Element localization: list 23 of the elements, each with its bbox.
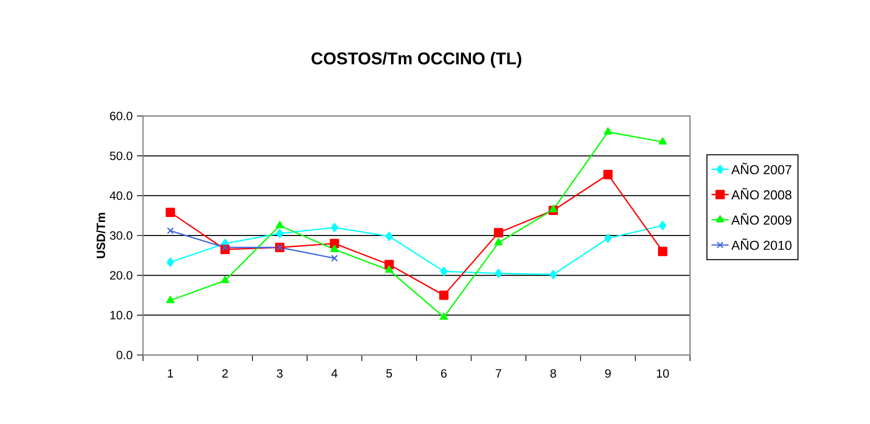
y-tick-label: 0.0 — [116, 350, 132, 360]
legend-label: AÑO 2007 — [731, 162, 792, 174]
x-tick-label: 1 — [168, 369, 174, 378]
x-tick-label: 6 — [441, 369, 447, 378]
chart-title: COSTOS/Tm OCCINO (TL) — [312, 52, 522, 68]
x-tick-label: 2 — [222, 369, 228, 378]
x-tick-label: 3 — [276, 369, 283, 378]
y-tick-label: 30.0 — [110, 231, 132, 240]
legend-label: AÑO 2010 — [731, 238, 792, 250]
y-tick-label: 20.0 — [110, 271, 132, 280]
x-tick-label: 10 — [656, 369, 669, 378]
x-tick-label: 9 — [605, 369, 611, 378]
y-axis-title: USD/Tm — [96, 212, 106, 258]
legend-label: AÑO 2008 — [731, 188, 792, 200]
x-tick-label: 7 — [496, 369, 502, 378]
y-tick-label: 50.0 — [110, 152, 132, 160]
x-tick-label: 4 — [331, 369, 338, 378]
y-tick-label: 60.0 — [110, 112, 132, 120]
x-tick-label: 5 — [386, 369, 392, 378]
legend-label: AÑO 2009 — [731, 213, 792, 225]
y-tick-label: 40.0 — [110, 191, 132, 200]
y-tick-label: 10.0 — [110, 310, 132, 320]
x-tick-label: 8 — [550, 369, 556, 378]
